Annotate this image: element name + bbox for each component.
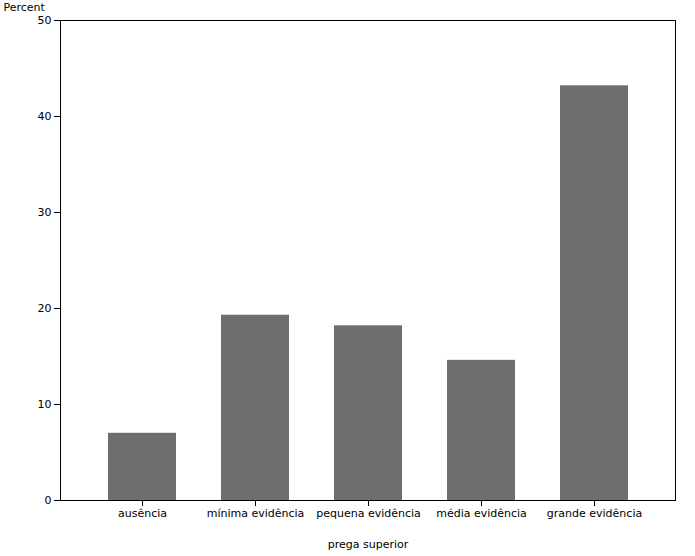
svg-text:grande evidência: grande evidência [547, 507, 642, 520]
svg-text:pequena evidência: pequena evidência [316, 507, 421, 520]
svg-text:40: 40 [38, 110, 52, 123]
svg-text:ausência: ausência [118, 507, 167, 520]
svg-text:0: 0 [45, 494, 52, 507]
svg-text:30: 30 [38, 206, 52, 219]
svg-text:mínima evidência: mínima evidência [207, 507, 305, 520]
svg-text:média evidência: média evidência [436, 507, 527, 520]
svg-text:50: 50 [38, 14, 52, 27]
svg-text:10: 10 [38, 398, 52, 411]
svg-text:20: 20 [38, 302, 52, 315]
svg-text:Percent: Percent [4, 1, 46, 14]
svg-text:prega superior: prega superior [328, 538, 409, 551]
